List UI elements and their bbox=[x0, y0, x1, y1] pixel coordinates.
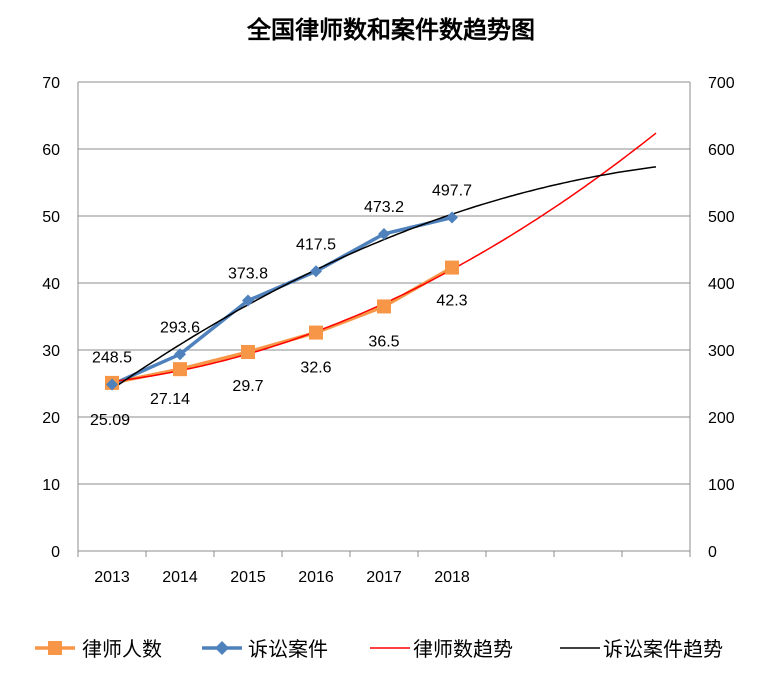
legend-marker-lawyers bbox=[48, 641, 62, 655]
y-left-tick-label: 20 bbox=[42, 410, 60, 427]
data-label-lawyers: 42.3 bbox=[436, 293, 467, 310]
y-right-tick-label: 300 bbox=[708, 343, 735, 360]
y-left-tick-label: 10 bbox=[42, 477, 60, 494]
data-label-cases: 497.7 bbox=[432, 183, 472, 200]
marker-cases bbox=[106, 378, 118, 391]
data-label-cases: 417.5 bbox=[296, 236, 336, 253]
marker-lawyers bbox=[445, 260, 459, 275]
y-left-tick-label: 0 bbox=[51, 544, 60, 561]
y-right-tick-label: 400 bbox=[708, 276, 735, 293]
x-tick-label: 2014 bbox=[162, 569, 198, 586]
legend-label-cases-trend: 诉讼案件趋势 bbox=[603, 637, 723, 661]
data-label-cases: 293.6 bbox=[160, 319, 200, 336]
y-right-tick-label: 600 bbox=[708, 142, 735, 159]
legend-label-cases: 诉讼案件 bbox=[248, 637, 328, 661]
y-right-tick-label: 700 bbox=[708, 75, 735, 92]
data-label-lawyers: 36.5 bbox=[368, 333, 399, 350]
y-right-tick-label: 0 bbox=[708, 544, 717, 561]
marker-cases bbox=[242, 294, 254, 307]
data-label-lawyers: 32.6 bbox=[300, 360, 331, 377]
marker-cases bbox=[310, 265, 322, 278]
data-label-cases: 473.2 bbox=[364, 199, 404, 216]
data-label-cases: 248.5 bbox=[92, 350, 132, 367]
x-tick-label: 2015 bbox=[230, 569, 266, 586]
marker-cases bbox=[174, 348, 186, 361]
y-right-tick-label: 100 bbox=[708, 477, 735, 494]
data-label-lawyers: 25.09 bbox=[90, 412, 130, 429]
y-left-tick-label: 40 bbox=[42, 276, 60, 293]
data-label-lawyers: 27.14 bbox=[150, 391, 190, 408]
chart-title: 全国律师数和案件数趋势图 bbox=[247, 16, 535, 44]
y-left-tick-label: 60 bbox=[42, 142, 60, 159]
marker-lawyers bbox=[241, 345, 255, 360]
marker-lawyers bbox=[173, 362, 187, 377]
marker-lawyers bbox=[309, 325, 323, 340]
series-cases-line bbox=[111, 215, 453, 387]
data-label-cases: 373.8 bbox=[228, 266, 268, 283]
marker-cases bbox=[378, 227, 390, 240]
data-label-lawyers: 29.7 bbox=[232, 378, 263, 395]
y-right-tick-label: 200 bbox=[708, 410, 735, 427]
legend-marker-cases bbox=[215, 641, 229, 655]
x-tick-label: 2013 bbox=[94, 569, 130, 586]
y-left-tick-label: 50 bbox=[42, 209, 60, 226]
y-left-tick-label: 30 bbox=[42, 343, 60, 360]
series-lawyers-line bbox=[111, 266, 453, 385]
y-right-tick-label: 500 bbox=[708, 209, 735, 226]
x-tick-label: 2017 bbox=[366, 569, 402, 586]
legend-label-lawyers-trend: 律师数趋势 bbox=[413, 637, 513, 661]
x-tick-label: 2016 bbox=[298, 569, 334, 586]
marker-cases bbox=[446, 211, 458, 224]
marker-lawyers bbox=[377, 299, 391, 314]
y-left-tick-label: 70 bbox=[42, 75, 60, 92]
x-tick-label: 2018 bbox=[434, 569, 470, 586]
legend-label-lawyers: 律师人数 bbox=[82, 637, 162, 661]
